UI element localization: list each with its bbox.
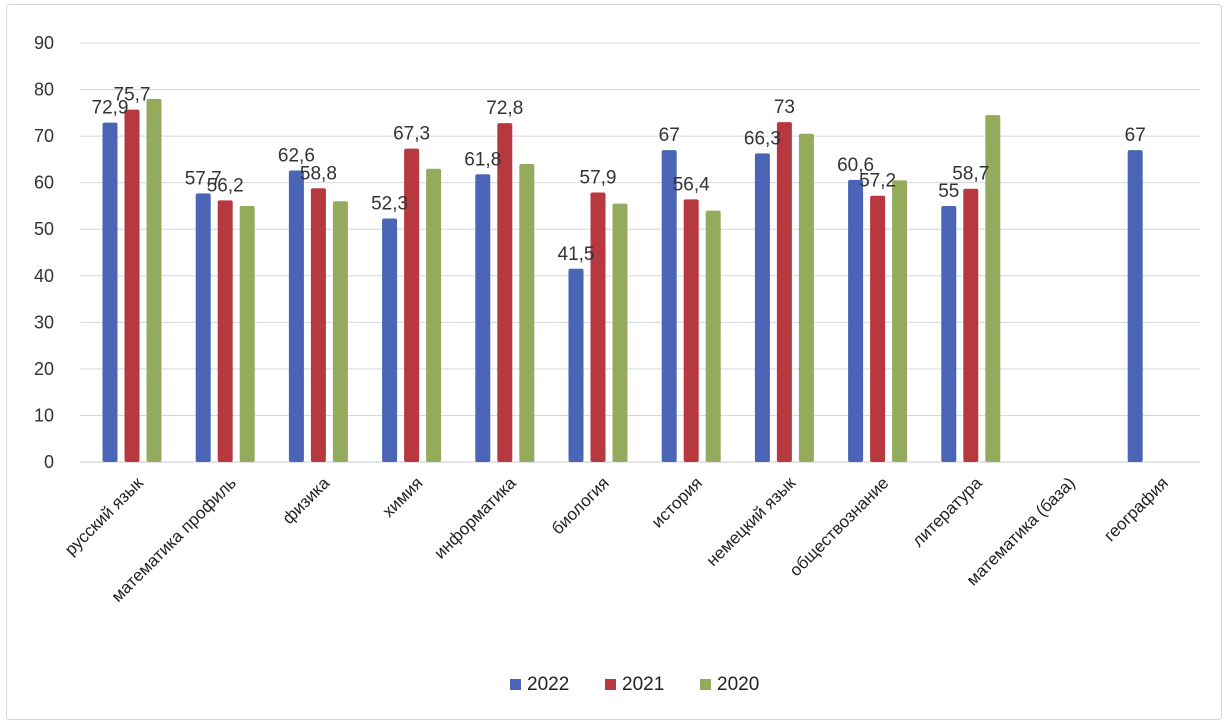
bar-2020 <box>612 203 628 462</box>
data-label: 72,8 <box>486 98 523 119</box>
bar-2021 <box>310 188 326 462</box>
data-label: 52,3 <box>371 194 408 215</box>
category-label: география <box>1100 473 1172 545</box>
y-tick-label: 20 <box>34 359 54 379</box>
data-label: 60,6 <box>837 155 874 176</box>
y-tick-label: 0 <box>44 452 54 472</box>
y-tick-label: 40 <box>34 266 54 286</box>
legend-swatch-2022 <box>510 679 521 690</box>
data-label: 67 <box>1125 125 1146 146</box>
bar-2022 <box>475 174 491 462</box>
bar-2020 <box>239 205 255 462</box>
data-label: 57,2 <box>859 171 896 192</box>
data-label: 58,8 <box>300 163 337 184</box>
legend-swatch-2021 <box>605 679 616 690</box>
data-label: 67,3 <box>393 124 430 145</box>
bar-2022 <box>102 122 118 463</box>
bar-2020 <box>892 180 908 463</box>
bar-2022 <box>754 153 770 462</box>
data-label: 41,5 <box>558 244 595 265</box>
data-label: 62,6 <box>278 146 315 167</box>
y-tick-label: 10 <box>34 405 54 425</box>
bar-2021 <box>217 200 233 462</box>
category-label: информатика <box>430 473 520 563</box>
y-tick-label: 30 <box>34 312 54 332</box>
legend-label: 2022 <box>527 674 569 695</box>
data-label: 58,7 <box>952 164 989 185</box>
bar-2021 <box>590 192 606 462</box>
category-label: история <box>648 473 706 531</box>
bar-2020 <box>332 201 348 463</box>
y-tick-label: 70 <box>34 126 54 146</box>
data-label: 75,7 <box>114 85 151 106</box>
bar-2022 <box>1127 150 1143 463</box>
bar-2021 <box>497 123 513 462</box>
category-label: химия <box>379 473 427 521</box>
y-tick-label: 60 <box>34 173 54 193</box>
bar-2022 <box>848 179 864 462</box>
bar-2021 <box>870 195 886 463</box>
y-tick-label: 90 <box>34 33 54 53</box>
category-label: литература <box>908 473 986 551</box>
bar-2020 <box>798 133 814 463</box>
category-label: обществознание <box>786 473 893 580</box>
data-label: 55 <box>938 181 959 202</box>
category-label: русский язык <box>61 473 147 559</box>
bar-2020 <box>426 168 442 462</box>
data-label: 56,4 <box>673 174 710 195</box>
data-label: 57,7 <box>185 168 222 189</box>
category-label: немецкий язык <box>703 473 800 570</box>
category-label: физика <box>279 473 334 528</box>
legend-label: 2021 <box>622 674 664 695</box>
bar-2020 <box>705 210 721 462</box>
legend-swatch-2020 <box>700 679 711 690</box>
data-label: 56,2 <box>207 175 244 196</box>
bar-2022 <box>195 193 211 462</box>
data-label: 57,9 <box>580 167 617 188</box>
bar-2020 <box>985 115 1001 463</box>
bar-2022 <box>941 205 957 462</box>
data-label: 72,9 <box>92 98 129 119</box>
data-label: 67 <box>659 125 680 146</box>
data-label: 66,3 <box>744 128 781 149</box>
bar-2021 <box>776 122 792 463</box>
y-tick-label: 80 <box>34 80 54 100</box>
y-tick-label: 50 <box>34 219 54 239</box>
category-label: биология <box>548 473 613 538</box>
bar-2021 <box>683 199 699 462</box>
bar-2021 <box>124 109 140 462</box>
bar-2022 <box>288 170 304 462</box>
bar-2020 <box>146 98 162 462</box>
bar-2022 <box>661 150 677 463</box>
bar-2022 <box>568 268 584 462</box>
bar-2022 <box>382 218 398 462</box>
bar-2021 <box>963 188 979 463</box>
legend-label: 2020 <box>717 674 759 695</box>
bar-2021 <box>404 148 420 463</box>
bar-2020 <box>519 164 535 463</box>
data-label: 73 <box>774 97 795 118</box>
data-label: 61,8 <box>464 149 501 170</box>
